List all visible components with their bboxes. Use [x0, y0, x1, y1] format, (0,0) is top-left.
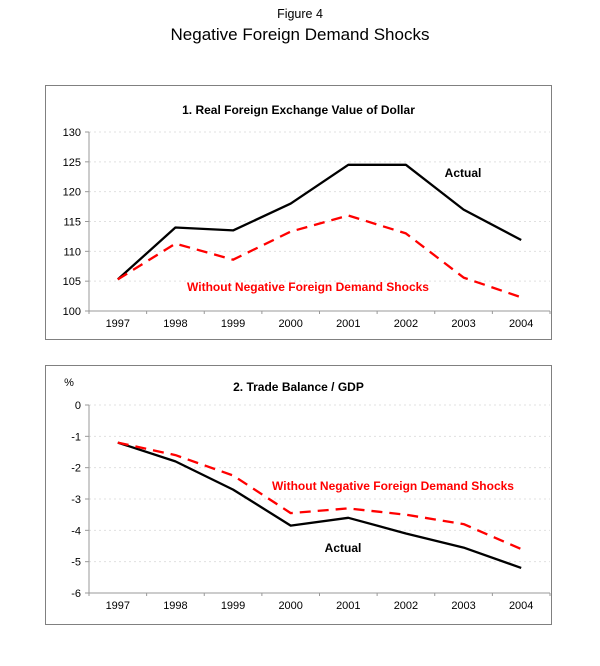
x-tick-label: 1998 [163, 318, 187, 330]
y-tick-label: -1 [71, 431, 81, 443]
x-tick-label: 2003 [451, 600, 475, 612]
x-tick-label: 2000 [278, 600, 302, 612]
x-tick-label: 2004 [509, 600, 533, 612]
counterfactual-series-label: Without Negative Foreign Demand Shocks [272, 479, 514, 493]
y-tick-label: 100 [63, 306, 81, 318]
x-tick-label: 2002 [394, 318, 418, 330]
x-tick-label: 1999 [221, 318, 245, 330]
actual-series-label: Actual [444, 166, 482, 180]
y-tick-label: 105 [63, 276, 81, 288]
y-tick-label: 115 [63, 217, 81, 229]
x-tick-label: 1998 [163, 600, 187, 612]
x-tick-label: 2003 [451, 318, 475, 330]
percent-unit-label: % [64, 377, 74, 389]
x-tick-label: 1997 [106, 600, 130, 612]
panel-trade-balance: 2. Trade Balance / GDP % 0 -1 -2 -3 -4 -5 -6 19… [45, 365, 552, 625]
panel-exchange-rate: 1. Real Foreign Exchange Value of Dollar… [45, 85, 552, 340]
x-tick-label: 2002 [394, 600, 418, 612]
x-tick-label: 2004 [509, 318, 533, 330]
series-line-actual [117, 163, 522, 281]
y-tick-label: 0 [75, 400, 81, 412]
counterfactual-series-label: Without Negative Foreign Demand Shocks [187, 280, 429, 294]
y-tick-label: -5 [71, 557, 81, 569]
panel-exchange-rate-title: 1. Real Foreign Exchange Value of Dollar [182, 103, 415, 117]
x-tick-label: 2001 [336, 318, 360, 330]
actual-series-label: Actual [324, 541, 362, 555]
y-tick-label: 110 [63, 246, 81, 258]
y-tick-label: 130 [63, 127, 81, 139]
y-tick-label: 120 [63, 187, 81, 199]
x-tick-label: 1997 [106, 318, 130, 330]
exchange-rate-line-chart: 130 125 120 115 110 105 100 1997 1998 1999 2000 200… [63, 127, 551, 330]
figure-header: Figure 4 Negative Foreign Demand Shocks [0, 7, 600, 45]
series-line-counterfactual [117, 441, 522, 551]
figure-number: Figure 4 [277, 7, 323, 21]
y-tick-label: -2 [71, 463, 81, 475]
figure-title: Negative Foreign Demand Shocks [170, 25, 430, 44]
trade-balance-line-chart: 0 -1 -2 -3 -4 -5 -6 1997 1998 1999 2000 2001 2002 200… [71, 400, 551, 612]
y-tick-label: -3 [71, 494, 81, 506]
y-tick-label: -4 [71, 525, 81, 537]
series-line-actual [117, 441, 522, 569]
series-line-counterfactual [117, 214, 522, 299]
y-tick-label: -6 [71, 588, 81, 600]
y-tick-label: 125 [63, 157, 81, 169]
x-tick-label: 1999 [221, 600, 245, 612]
x-tick-label: 2000 [278, 318, 302, 330]
panel-trade-balance-title: 2. Trade Balance / GDP [233, 380, 364, 394]
x-tick-label: 2001 [336, 600, 360, 612]
